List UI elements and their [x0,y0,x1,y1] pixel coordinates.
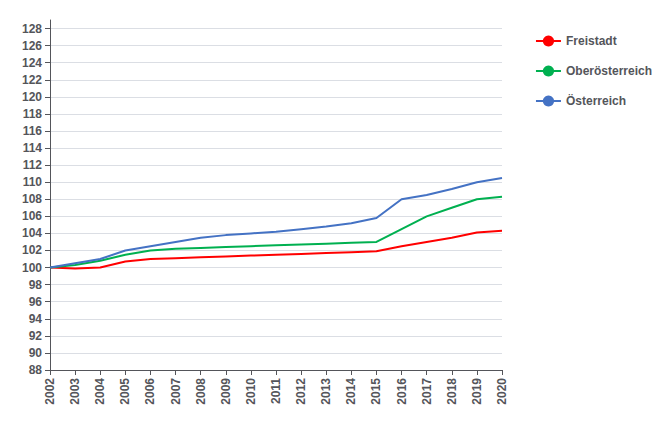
svg-text:2005: 2005 [118,378,132,405]
svg-text:2003: 2003 [68,378,82,405]
svg-text:98: 98 [29,278,43,292]
svg-text:2019: 2019 [470,378,484,405]
svg-text:2017: 2017 [420,378,434,405]
svg-text:2015: 2015 [369,378,383,405]
svg-text:128: 128 [22,22,42,36]
svg-text:118: 118 [23,107,43,121]
svg-text:92: 92 [29,329,43,343]
svg-text:90: 90 [29,346,43,360]
svg-text:2013: 2013 [319,378,333,405]
svg-text:126: 126 [22,39,42,53]
svg-text:2007: 2007 [169,378,183,405]
svg-text:Österreich: Österreich [566,93,626,108]
svg-text:Freistadt: Freistadt [566,34,617,48]
svg-text:2020: 2020 [495,378,509,405]
svg-text:2014: 2014 [344,378,358,405]
svg-text:2008: 2008 [194,378,208,405]
svg-text:104: 104 [22,226,42,240]
svg-text:96: 96 [29,295,43,309]
svg-text:116: 116 [23,124,43,138]
svg-text:102: 102 [22,243,42,257]
svg-text:2018: 2018 [445,378,459,405]
svg-text:108: 108 [22,192,42,206]
svg-text:100: 100 [22,261,42,275]
svg-text:2002: 2002 [43,378,57,405]
svg-text:122: 122 [22,73,42,87]
svg-text:106: 106 [22,209,42,223]
svg-text:120: 120 [22,90,42,104]
svg-text:88: 88 [29,363,43,377]
svg-text:2011: 2011 [269,378,283,404]
svg-text:124: 124 [22,56,42,70]
svg-text:2009: 2009 [219,378,233,405]
svg-text:2010: 2010 [244,378,258,405]
svg-text:2004: 2004 [93,378,107,405]
svg-text:94: 94 [29,312,43,326]
svg-text:114: 114 [23,141,43,155]
svg-text:Oberösterreich: Oberösterreich [566,64,652,78]
svg-text:112: 112 [23,158,43,172]
svg-text:2012: 2012 [294,378,308,405]
svg-text:2016: 2016 [395,378,409,405]
svg-text:2006: 2006 [143,378,157,405]
svg-text:110: 110 [23,175,43,189]
